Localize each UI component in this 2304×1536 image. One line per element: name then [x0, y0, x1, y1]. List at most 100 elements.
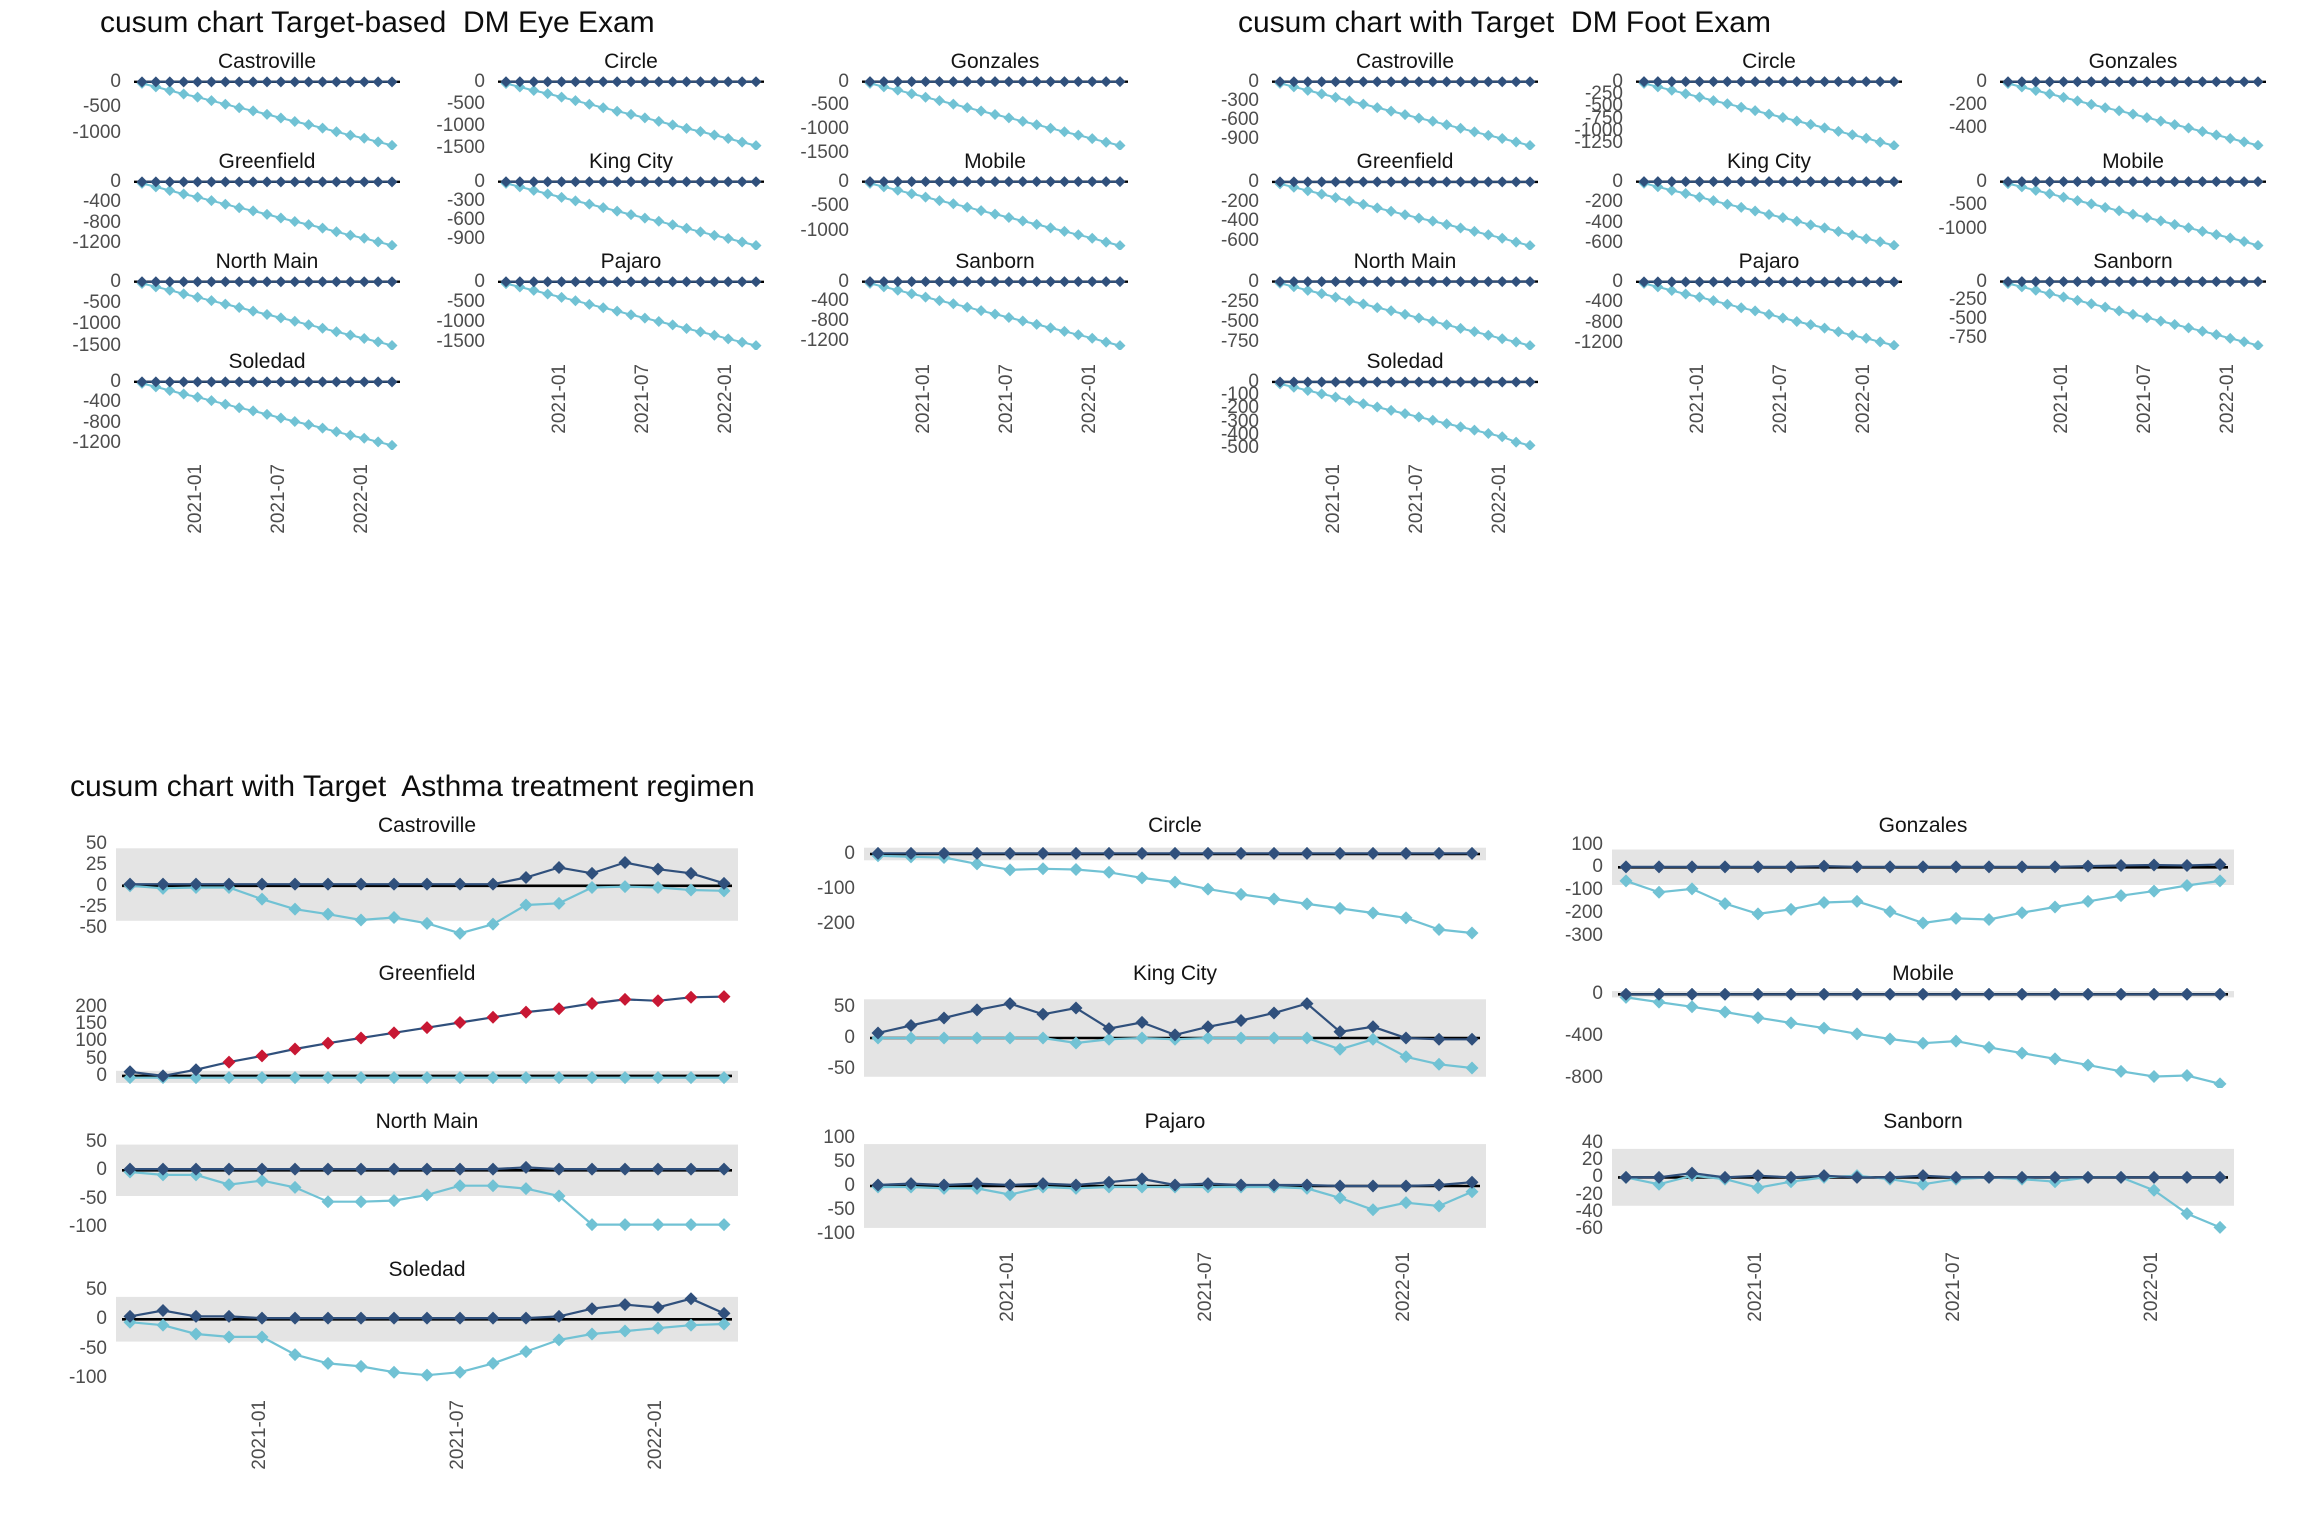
x-axis: 2021-01 2021-07 2022-01: [1632, 354, 1906, 472]
data-point: [1399, 276, 1411, 288]
y-tick-label: 0: [1612, 170, 1623, 192]
data-point: [1685, 1000, 1699, 1014]
data-point: [189, 1063, 203, 1077]
data-point: [611, 105, 623, 117]
data-point: [2127, 208, 2139, 220]
data-point: [2180, 988, 2194, 1001]
y-tick-label: -500: [82, 96, 121, 118]
x-tick-label: 2021-01: [1322, 464, 1344, 534]
data-point: [1749, 76, 1761, 88]
y-tick-label: -750: [1948, 327, 1987, 348]
y-tick-label: 100: [823, 1127, 855, 1149]
data-point: [750, 176, 762, 188]
data-point: [205, 95, 217, 107]
data-point: [585, 881, 599, 894]
data-point: [247, 376, 259, 388]
panel-area: 50 0 -50 -100: [28, 1131, 776, 1237]
data-point: [358, 376, 370, 388]
data-point: [358, 132, 370, 144]
data-point: [2113, 105, 2125, 117]
data-point: [486, 1356, 500, 1370]
data-point: [653, 215, 665, 227]
x-tick-label: 2021-07: [1195, 1252, 1216, 1322]
cusum-panel: [1636, 176, 1902, 250]
facet-king-city: King City 0 -300 -600 -900: [422, 150, 786, 250]
data-point: [2071, 176, 2083, 188]
data-point: [1619, 1170, 1633, 1184]
data-point: [1274, 176, 1286, 188]
data-point: [1791, 76, 1803, 88]
data-point: [247, 405, 259, 417]
data-point: [1302, 76, 1314, 88]
data-point: [2155, 115, 2167, 127]
data-point: [189, 1327, 203, 1341]
data-point: [275, 276, 287, 288]
data-point: [156, 1303, 170, 1317]
data-point: [1333, 901, 1347, 915]
data-point: [625, 309, 637, 321]
data-point: [2141, 276, 2153, 288]
data-point: [597, 176, 609, 188]
data-point: [2081, 1058, 2095, 1072]
data-point: [1510, 176, 1522, 188]
data-point: [736, 136, 748, 148]
y-tick-label: -50: [79, 1337, 107, 1359]
data-point: [321, 1356, 335, 1370]
data-point: [2252, 76, 2264, 88]
data-point: [219, 276, 231, 288]
data-point: [289, 116, 301, 128]
data-point: [1652, 1177, 1666, 1191]
data-point: [611, 305, 623, 317]
facet-title: King City: [1726, 150, 1812, 173]
data-point: [1399, 376, 1411, 388]
data-point: [178, 376, 190, 388]
x-axis: 2021-01 2021-07 2022-01: [494, 354, 768, 472]
data-point: [653, 115, 665, 127]
data-point: [1619, 988, 1633, 1001]
data-point: [2224, 132, 2236, 144]
chart-title: cusum chart Target-based DM Eye Exam: [100, 6, 655, 39]
y-tick-label: -400: [1584, 211, 1623, 233]
data-point: [219, 398, 231, 410]
data-point: [639, 312, 651, 324]
data-point: [330, 176, 342, 188]
data-point: [722, 133, 734, 145]
data-point: [2183, 176, 2195, 188]
data-point: [1874, 236, 1886, 248]
data-point: [233, 402, 245, 414]
data-point: [1455, 376, 1467, 388]
data-point: [1135, 1180, 1149, 1194]
data-point: [1234, 1031, 1248, 1045]
data-point: [1330, 76, 1342, 88]
data-point: [303, 419, 315, 431]
data-point: [1982, 860, 1996, 874]
data-point: [1302, 376, 1314, 388]
x-tick-label: 2022-01: [2217, 364, 2239, 434]
x-tick-label: 2022-01: [645, 1400, 666, 1470]
data-point: [1468, 424, 1480, 436]
data-point: [2183, 122, 2195, 134]
data-point: [288, 1180, 302, 1194]
data-point: [330, 76, 342, 88]
data-point: [1427, 315, 1439, 327]
data-point: [288, 1042, 302, 1056]
data-point: [681, 122, 693, 134]
data-point: [2016, 276, 2028, 288]
facet-grid: Castroville 50 25 0 -25 -50 Circle 0 -100 -200 Gon…: [28, 814, 2280, 1470]
data-point: [717, 1071, 731, 1085]
data-point: [453, 926, 467, 940]
data-point: [2169, 76, 2181, 88]
facet-grid: Castroville 0 -500 -1000 Circle 0 -500 -1000 -15…: [58, 50, 1150, 534]
data-point: [1333, 1191, 1347, 1205]
data-point: [1102, 1032, 1116, 1046]
data-point: [219, 198, 231, 210]
data-point: [354, 1031, 368, 1045]
data-point: [1680, 187, 1692, 199]
y-tick-label: -100: [1564, 879, 1603, 900]
data-point: [261, 276, 273, 288]
panel-area: 50 0 -50: [776, 988, 1524, 1088]
data-point: [2085, 76, 2097, 88]
data-point: [2058, 291, 2070, 303]
data-point: [933, 195, 945, 207]
